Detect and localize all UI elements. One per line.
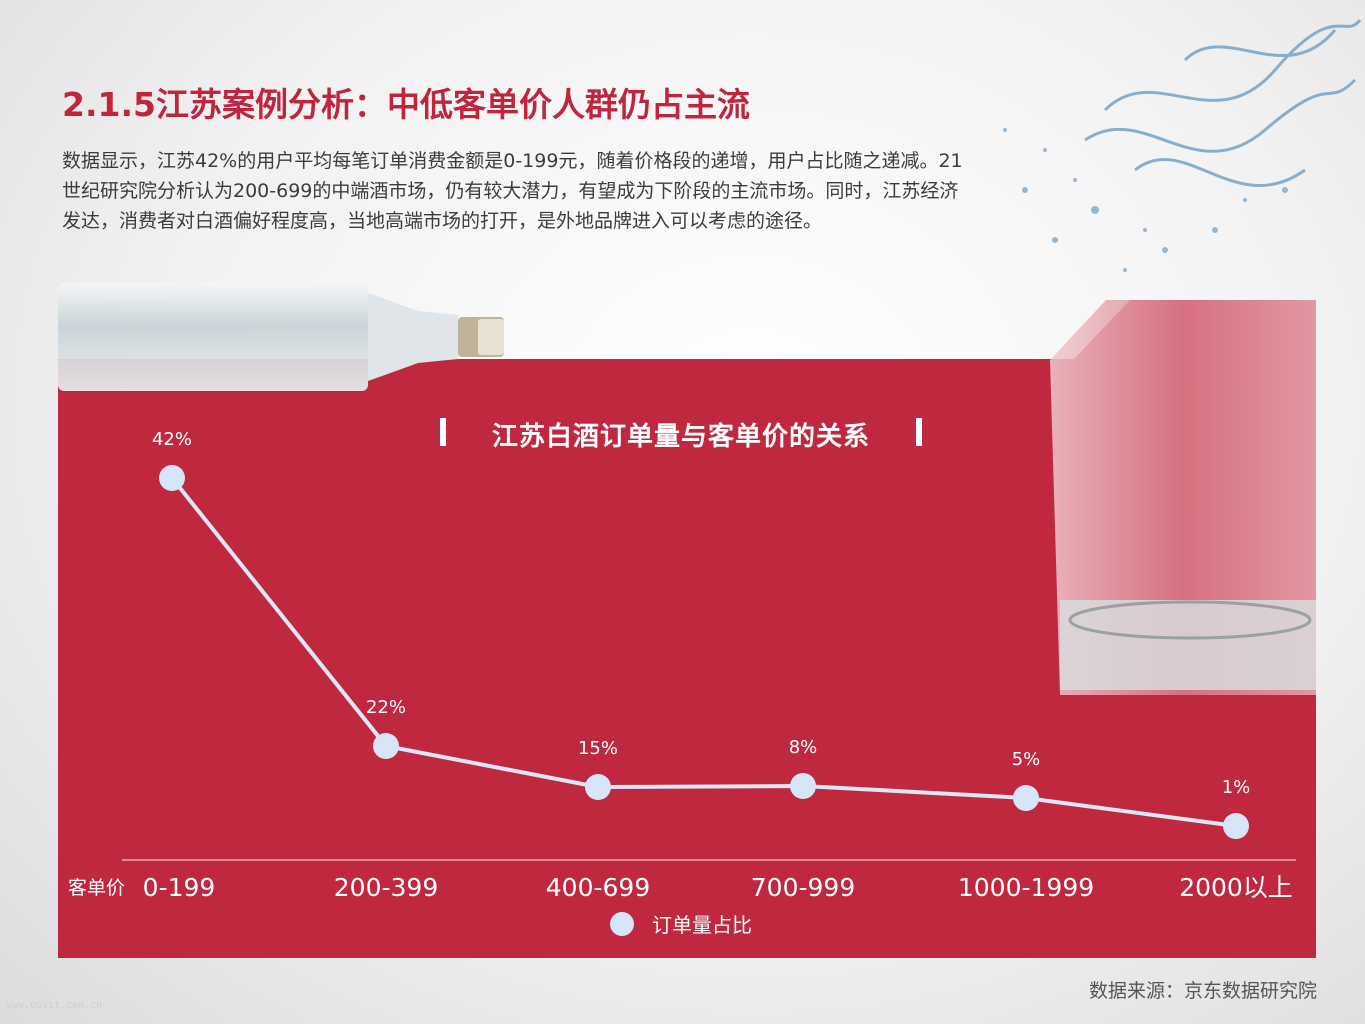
legend-marker <box>610 912 634 936</box>
description-text: 数据显示，江苏42%的用户平均每笔订单消费金额是0-199元，随着价格段的递增，… <box>62 150 963 232</box>
title-bar-right <box>916 418 922 446</box>
data-label: 42% <box>152 429 192 450</box>
data-label: 1% <box>1222 777 1251 798</box>
series-line <box>170 476 1237 828</box>
x-tick-label: 200-399 <box>334 873 438 902</box>
liquor-bottle-image <box>58 283 504 391</box>
chart-title-block: 江苏白酒订单量与客单价的关系 <box>440 416 922 452</box>
data-label: 15% <box>578 738 618 759</box>
data-source: 数据来源：京东数据研究院 <box>1088 980 1317 1002</box>
data-point <box>159 465 185 491</box>
glass-image <box>1050 300 1316 695</box>
data-point <box>585 774 611 800</box>
title-bar-left <box>440 418 446 446</box>
page-title: 2.1.5江苏案例分析：中低客单价人群仍占主流 <box>62 85 750 124</box>
data-point <box>1013 785 1039 811</box>
x-tick-label: 400-699 <box>546 873 650 902</box>
x-tick-label: 0-199 <box>143 873 216 902</box>
x-tick-label: 2000以上 <box>1179 873 1293 902</box>
x-tick-label: 1000-1999 <box>958 873 1094 902</box>
data-label: 5% <box>1012 749 1041 770</box>
legend-label: 订单量占比 <box>652 913 752 937</box>
data-label: 8% <box>789 737 818 758</box>
data-label: 22% <box>366 697 406 718</box>
watermark: www.uqsit.com.cn <box>6 1000 103 1011</box>
chart-title: 江苏白酒订单量与客单价的关系 <box>491 422 870 452</box>
data-point <box>373 733 399 759</box>
data-point <box>790 773 816 799</box>
water-splash-image <box>1003 19 1362 272</box>
x-tick-label: 700-999 <box>751 873 855 902</box>
data-point <box>1223 813 1249 839</box>
x-axis-label: 客单价 <box>68 877 125 899</box>
